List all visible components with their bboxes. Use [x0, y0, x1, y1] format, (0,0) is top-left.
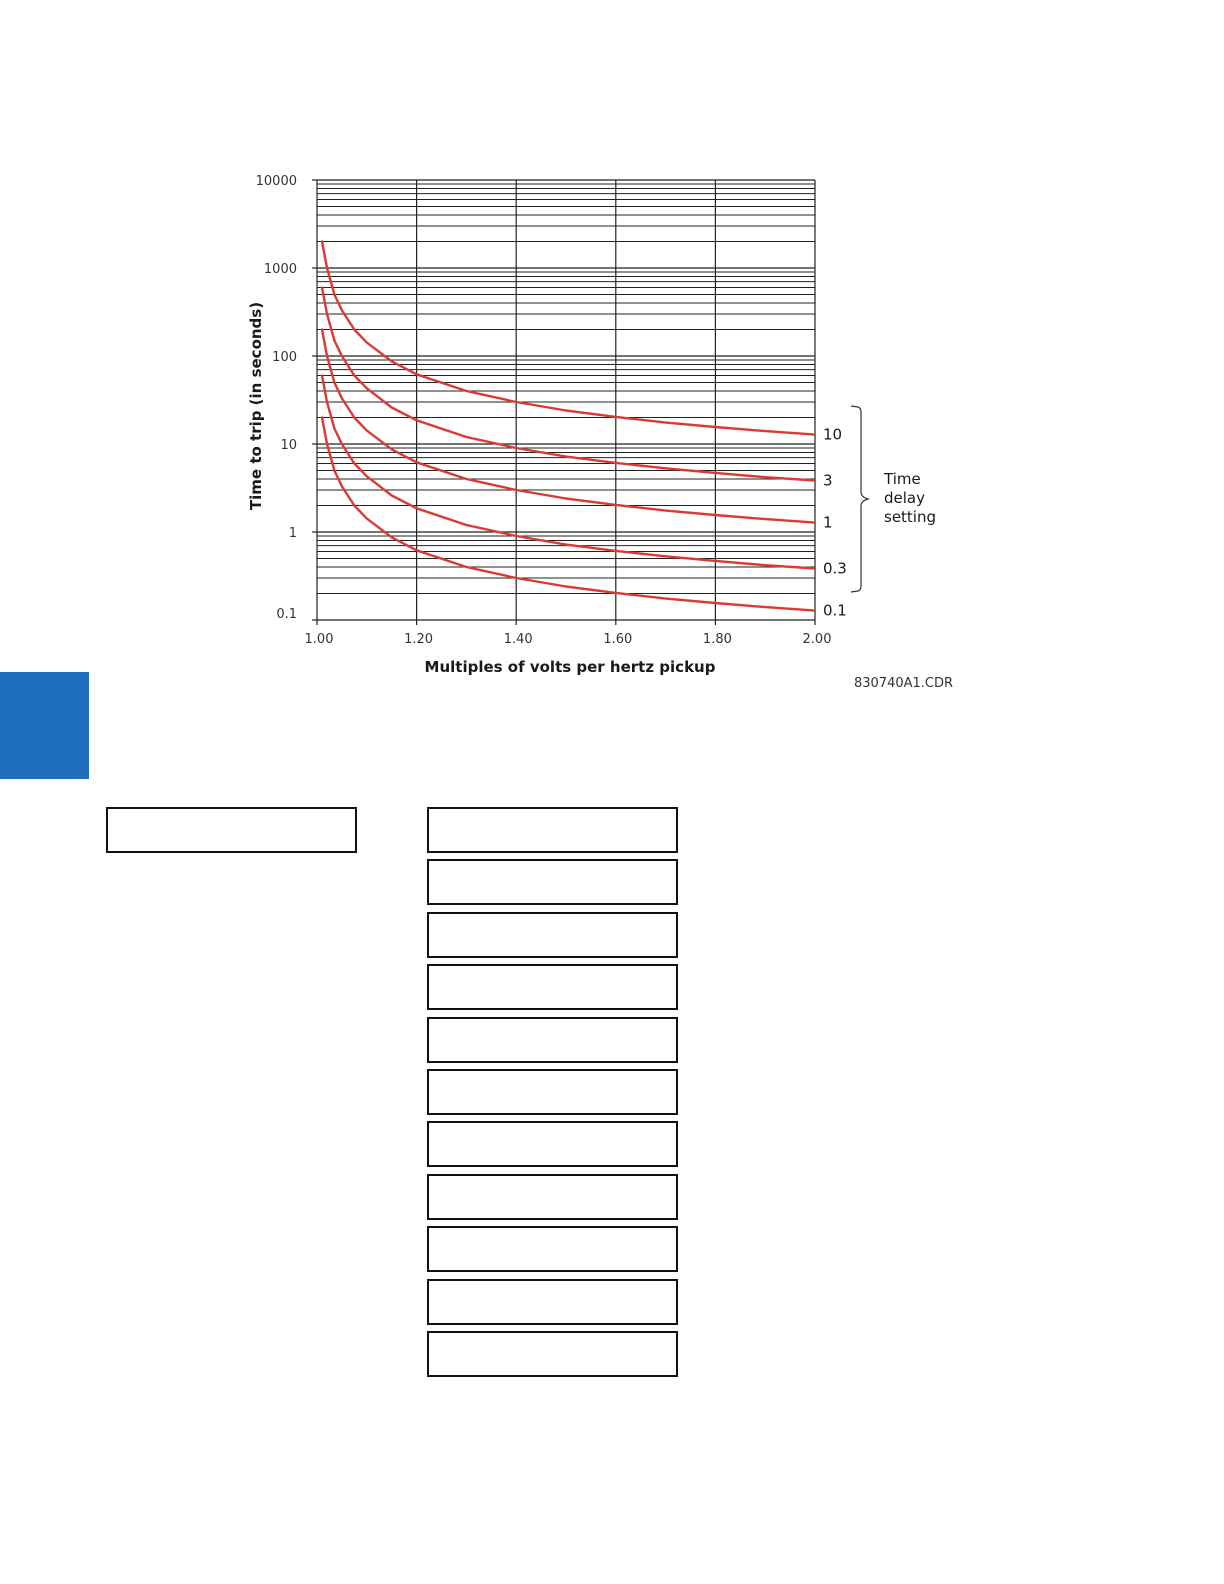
chart-grid — [316, 179, 816, 621]
y-tick-label: 10000 — [256, 174, 297, 189]
figure-code: 830740A1.CDR — [854, 676, 953, 691]
chart-curves: 10 3 1 0.3 0.1 — [320, 240, 847, 620]
curve-10 — [320, 240, 817, 436]
empty-box — [427, 1173, 678, 1220]
legend-title-line-1: Time — [883, 470, 921, 488]
curve-1 — [320, 328, 817, 524]
legend-title-line-2: delay — [884, 489, 925, 507]
legend-title-line-3: setting — [884, 508, 936, 526]
y-tick-label: 0.1 — [276, 607, 297, 622]
x-tick-label: 1.20 — [404, 632, 433, 647]
empty-box — [427, 1121, 678, 1168]
series-label-10: 10 — [823, 426, 842, 444]
curve-3 — [320, 286, 817, 482]
series-label-0.1: 0.1 — [823, 602, 847, 620]
x-tick-label: 1.40 — [504, 632, 533, 647]
y-axis-title: Time to trip (in seconds) — [247, 302, 265, 510]
x-tick-label: 1.00 — [305, 632, 334, 647]
y-tick-label: 1 — [289, 526, 297, 541]
x-axis-title: Multiples of volts per hertz pickup — [425, 658, 716, 676]
series-label-1: 1 — [823, 514, 833, 532]
empty-box — [106, 807, 357, 853]
trip-time-chart: 10 3 1 0.3 0.1 10000 1000 100 10 1 0.1 1.00 1.20 1.4… — [247, 174, 953, 691]
x-tick-label: 1.80 — [703, 632, 732, 647]
series-label-0.3: 0.3 — [823, 559, 847, 577]
chart-ticks: 10000 1000 100 10 1 0.1 1.00 1.20 1.40 1.60 1.80 2.… — [256, 174, 832, 647]
chapter-tab — [0, 672, 89, 779]
empty-box — [427, 807, 678, 853]
y-tick-label: 100 — [272, 350, 297, 365]
y-tick-label: 10 — [280, 438, 297, 453]
curve-0.3 — [320, 374, 817, 570]
x-tick-label: 2.00 — [803, 632, 832, 647]
y-tick-label: 1000 — [264, 262, 297, 277]
empty-box — [427, 1016, 678, 1063]
empty-box — [427, 911, 678, 958]
empty-box — [427, 1278, 678, 1325]
legend-brace — [850, 405, 871, 593]
empty-box — [427, 1226, 678, 1273]
empty-box — [427, 964, 678, 1011]
series-label-3: 3 — [823, 471, 833, 489]
x-tick-label: 1.60 — [603, 632, 632, 647]
curve-0.1 — [320, 416, 817, 612]
empty-box — [427, 1069, 678, 1115]
empty-box — [427, 859, 678, 906]
empty-box — [427, 1331, 678, 1377]
